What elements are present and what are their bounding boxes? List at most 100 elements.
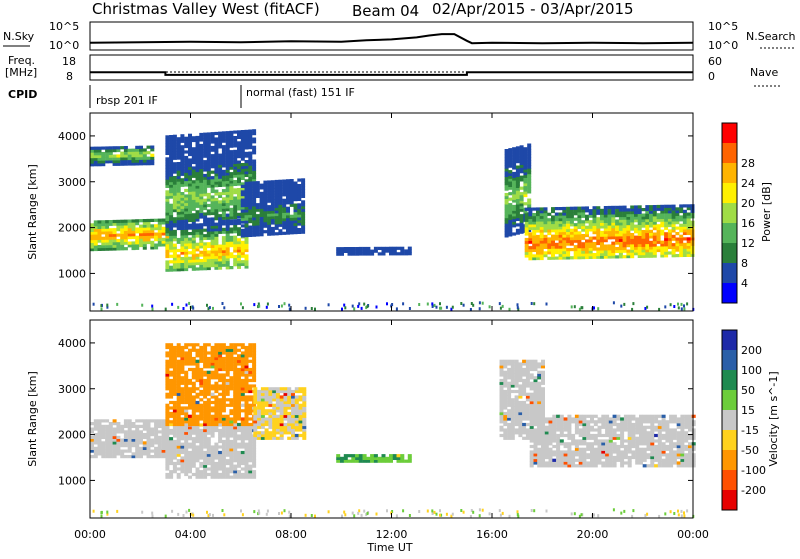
velocity-cell [192,349,196,352]
velocity-cell [207,398,211,401]
power-cell [649,211,653,214]
power-cell [646,306,648,309]
velocity-cell [541,393,545,396]
power-cell [241,149,245,152]
power-cell [555,221,559,224]
power-cell [508,148,512,151]
freq-unit-label: [MHz] [5,66,37,79]
velocity-cell [222,473,226,476]
power-cell [544,240,548,243]
velocity-cell [537,426,541,429]
power-cell [98,147,102,150]
power-cell [604,236,608,239]
power-cell [128,149,132,152]
power-cell [668,251,672,254]
velocity-cell [522,437,526,440]
power-cell [248,152,252,155]
power-cell [248,138,252,141]
power-cell [240,302,242,305]
power-cell [620,305,622,308]
power-cell [577,240,581,243]
power-cell [608,225,612,228]
power-cell [527,174,531,177]
power-cell [577,251,581,254]
power-cell [143,159,147,162]
velocity-cell [101,441,105,444]
power-cell [604,220,608,223]
velocity-cell [237,393,241,396]
power-cell [634,244,638,247]
velocity-cell [173,409,177,412]
velocity-cell [582,415,586,418]
velocity-cell [518,401,522,404]
velocity-cell [272,426,276,429]
power-cell [508,203,512,206]
power-cell [241,212,245,215]
power-cell [623,255,627,258]
power-cell [297,231,301,234]
velocity-cell [534,415,538,418]
velocity-cell [241,451,245,454]
velocity-cell [284,415,288,418]
power-cell [653,233,657,236]
power-cell [248,190,252,193]
power-cell [226,233,230,236]
velocity-cell [518,404,522,407]
velocity-cell [537,409,541,412]
velocity-cell [218,473,222,476]
power-cell [196,177,200,180]
velocity-cell [207,467,211,470]
velocity-cell [582,464,586,467]
power-cell [581,306,583,309]
power-cell [252,146,256,149]
power-cell [188,161,192,164]
power-cell [658,308,660,311]
power-cell [512,175,516,178]
velocity-cell [268,437,272,440]
power-cell [177,206,181,209]
power-cell [196,139,200,142]
power-cell [188,205,192,208]
velocity-cell [295,437,299,440]
velocity-cell [169,415,173,418]
power-cell [233,161,237,164]
velocity-cell [120,439,124,442]
power-cell [203,141,207,144]
velocity-cell [295,404,299,407]
velocity-cell [359,454,363,457]
power-cell [196,262,200,265]
velocity-cell [218,434,222,437]
velocity-cell [552,426,556,429]
power-cell [687,232,691,235]
power-cell [241,177,245,180]
velocity-cell [280,395,284,398]
power-cell [245,152,249,155]
velocity-cell [248,465,252,468]
power-cell [226,266,230,269]
freq-tick-top: 18 [62,55,76,68]
power-cell [623,247,627,250]
velocity-cell [192,420,196,423]
power-cell [135,236,139,239]
velocity-cell [526,409,530,412]
power-cell [683,229,687,232]
power-cell [681,303,683,306]
velocity-cell [530,360,534,363]
velocity-cell [180,467,184,470]
velocity-cell [503,390,507,393]
velocity-cell [192,357,196,360]
velocity-cell [374,454,378,457]
power-cell [180,154,184,157]
velocity-cell [207,456,211,459]
power-cell [619,211,623,214]
power-cell [98,158,102,161]
velocity-cell [196,349,200,352]
power-cell [626,241,630,244]
velocity-cell [545,420,549,423]
power-cell [169,241,173,244]
power-cell [600,223,604,226]
power-cell [211,228,215,231]
velocity-cell [192,473,196,476]
power-cell [263,216,267,219]
velocity-cell [530,376,534,379]
